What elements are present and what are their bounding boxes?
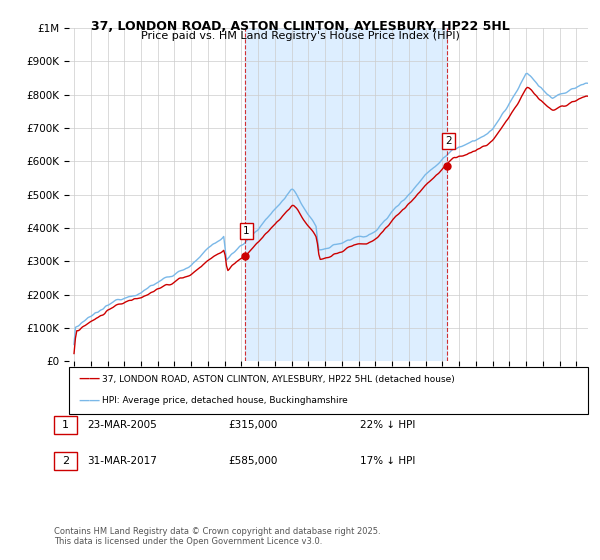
Text: £585,000: £585,000 <box>228 456 277 466</box>
Text: 23-MAR-2005: 23-MAR-2005 <box>87 420 157 430</box>
Text: 1: 1 <box>62 420 69 430</box>
Text: 1: 1 <box>243 226 250 236</box>
Text: Price paid vs. HM Land Registry's House Price Index (HPI): Price paid vs. HM Land Registry's House … <box>140 31 460 41</box>
Text: 2: 2 <box>445 136 452 146</box>
Text: £315,000: £315,000 <box>228 420 277 430</box>
Text: 37, LONDON ROAD, ASTON CLINTON, AYLESBURY, HP22 5HL (detached house): 37, LONDON ROAD, ASTON CLINTON, AYLESBUR… <box>102 375 455 384</box>
Bar <box>245 28 446 361</box>
Text: ——: —— <box>78 374 100 384</box>
Text: 22% ↓ HPI: 22% ↓ HPI <box>360 420 415 430</box>
Text: ——: —— <box>78 395 100 405</box>
Text: HPI: Average price, detached house, Buckinghamshire: HPI: Average price, detached house, Buck… <box>102 396 348 405</box>
Text: Contains HM Land Registry data © Crown copyright and database right 2025.
This d: Contains HM Land Registry data © Crown c… <box>54 526 380 546</box>
Text: 31-MAR-2017: 31-MAR-2017 <box>87 456 157 466</box>
Text: 17% ↓ HPI: 17% ↓ HPI <box>360 456 415 466</box>
Text: 2: 2 <box>62 456 69 466</box>
Text: 37, LONDON ROAD, ASTON CLINTON, AYLESBURY, HP22 5HL: 37, LONDON ROAD, ASTON CLINTON, AYLESBUR… <box>91 20 509 32</box>
